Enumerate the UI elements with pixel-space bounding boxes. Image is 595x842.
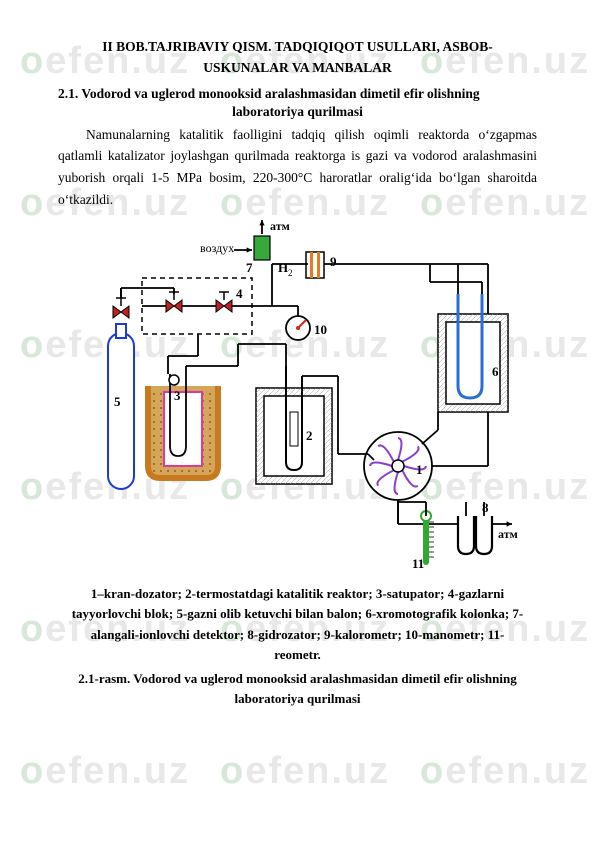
apparatus-diagram: 5437атмвоздухH29621018атм11 [78,216,518,576]
watermark: oefen.uz [20,750,190,793]
svg-text:атм: атм [498,527,518,541]
svg-text:H: H [278,260,288,275]
section-heading-l1: 2.1. Vodorod va uglerod monooksid aralas… [58,84,537,104]
svg-text:4: 4 [236,286,243,301]
section-heading-l2: laboratoriya qurilmasi [58,104,537,120]
paragraph-body: Namunalarning katalitik faolligini tadqi… [58,124,537,210]
figure-legend: 1–kran-dozator; 2-termostatdagi kataliti… [58,584,537,665]
svg-text:2: 2 [288,268,293,278]
svg-text:10: 10 [314,322,327,337]
page-content: II BOB.TAJRIBAVIY QISM. TADQIQIQOT USULL… [0,0,595,729]
svg-text:11: 11 [412,556,424,571]
watermark: oefen.uz [220,750,390,793]
svg-text:2: 2 [306,428,313,443]
svg-text:6: 6 [492,364,499,379]
chapter-title-l2: USKUNALAR VA MANBALAR [58,60,537,76]
watermark: oefen.uz [420,750,590,793]
svg-text:7: 7 [246,260,253,275]
svg-text:5: 5 [114,394,121,409]
svg-text:атм: атм [270,219,290,233]
svg-text:8: 8 [482,500,489,515]
svg-text:9: 9 [330,254,337,269]
figure-caption: 2.1-rasm. Vodorod va uglerod monooksid a… [58,669,537,709]
diagram-container: 5437атмвоздухH29621018атм11 [58,216,537,576]
chapter-title-l1: II BOB.TAJRIBAVIY QISM. TADQIQIQOT USULL… [58,36,537,58]
svg-text:3: 3 [174,388,181,403]
svg-text:воздух: воздух [200,241,234,255]
svg-text:1: 1 [416,462,423,477]
